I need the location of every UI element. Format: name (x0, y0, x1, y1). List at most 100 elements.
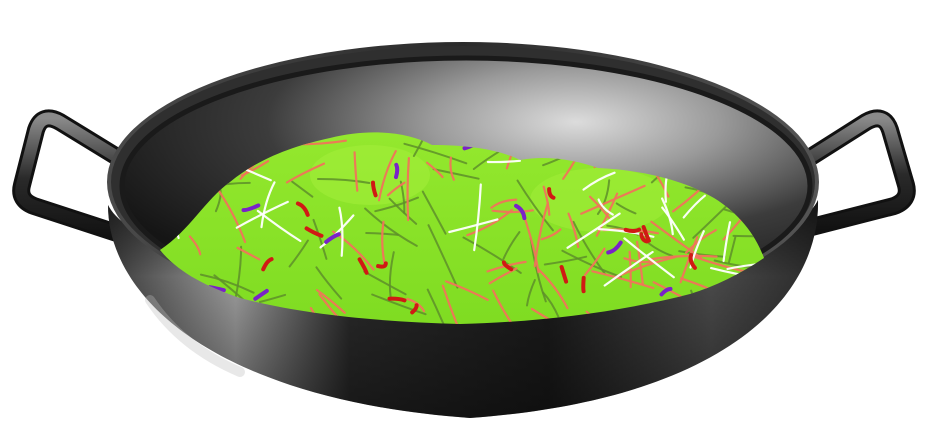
food-strand (403, 142, 468, 165)
food-strand (426, 161, 444, 179)
food-strand (682, 194, 706, 219)
food-strand (388, 251, 395, 298)
food-strand (427, 224, 459, 289)
food-strand (412, 132, 443, 157)
food-strand (603, 250, 654, 287)
food-strand (304, 226, 324, 238)
food-strand (309, 307, 341, 324)
food-strand (253, 288, 269, 301)
food-strand (636, 240, 644, 285)
food-strand (364, 207, 418, 247)
food-strand (596, 179, 611, 215)
food-strand (597, 198, 614, 216)
food-strand (426, 288, 454, 324)
food-strand (583, 247, 606, 277)
food-strand (542, 185, 551, 216)
food-strand (491, 209, 534, 214)
food-strand (492, 289, 530, 324)
food-strand (727, 236, 737, 264)
food-strand (291, 180, 314, 198)
food-strand (542, 291, 560, 320)
food-strand (537, 267, 569, 310)
food-strand (261, 257, 274, 272)
food-strand (381, 220, 386, 264)
food-strand (641, 225, 651, 243)
food-strand (410, 303, 419, 315)
food-strand (241, 203, 261, 213)
food-strand (317, 177, 371, 184)
food-strand (260, 181, 276, 229)
food-strand (188, 235, 202, 256)
food-strand (623, 227, 642, 233)
food-strand (516, 179, 554, 232)
food-strand (678, 250, 726, 258)
food-strand (659, 286, 673, 297)
food-strand (501, 260, 514, 272)
food-strand (235, 200, 289, 229)
food-strand (432, 168, 480, 180)
food-strand (661, 206, 685, 241)
food-strand (540, 228, 562, 241)
food-strand (376, 261, 388, 269)
food-strand (315, 266, 343, 300)
food-strand (441, 284, 463, 324)
food-strand (514, 203, 527, 221)
food-strand (312, 218, 328, 260)
food-strand (445, 280, 489, 301)
food-strand (285, 162, 326, 184)
food-strand (295, 201, 310, 217)
food-strand (371, 180, 378, 198)
food-strand (421, 190, 447, 235)
food-strand (530, 307, 591, 324)
food-strand (547, 187, 556, 200)
food-strand (595, 192, 619, 237)
food-strand (533, 202, 549, 268)
food-strand (648, 242, 674, 257)
food-strand (406, 157, 410, 222)
food-strand (448, 218, 499, 234)
food-strand (324, 232, 341, 244)
food-strand (606, 240, 623, 255)
food-strand (365, 232, 399, 236)
food-strand (502, 231, 521, 260)
food-strand (338, 206, 344, 257)
food-strand (199, 273, 255, 294)
food-strand (387, 296, 407, 303)
food-strand (559, 265, 569, 284)
food-strand (543, 255, 588, 266)
food-strand (623, 237, 675, 279)
food-strand (486, 159, 521, 164)
right-handle-icon (791, 109, 916, 239)
food-strand (388, 197, 418, 225)
food-strand (353, 151, 359, 192)
food-strand (582, 171, 616, 191)
food-strand (580, 184, 646, 215)
food-strand (371, 293, 427, 316)
food-strand (726, 261, 764, 270)
food-strand (449, 156, 455, 181)
food-strand (490, 198, 518, 209)
left-handle-icon (12, 109, 141, 247)
food-strand (377, 150, 397, 202)
food-strand (357, 257, 369, 275)
food-strand (473, 183, 482, 252)
food-strand (386, 181, 406, 197)
food-strand (566, 212, 621, 249)
food-strand (236, 246, 261, 261)
food-strand (650, 220, 703, 259)
food-strand (615, 202, 637, 215)
food-strand (628, 250, 632, 289)
food-strand (688, 253, 697, 270)
food-strand (722, 221, 732, 263)
food-strand (591, 270, 655, 290)
food-strand (639, 232, 649, 244)
food-strand (526, 279, 536, 307)
food-strand (394, 162, 400, 180)
food-strand (647, 254, 718, 261)
food-strand (315, 289, 346, 314)
food-strand (258, 293, 287, 303)
food-strand (488, 267, 518, 285)
food-strand (567, 212, 580, 249)
food-strand (374, 196, 419, 213)
